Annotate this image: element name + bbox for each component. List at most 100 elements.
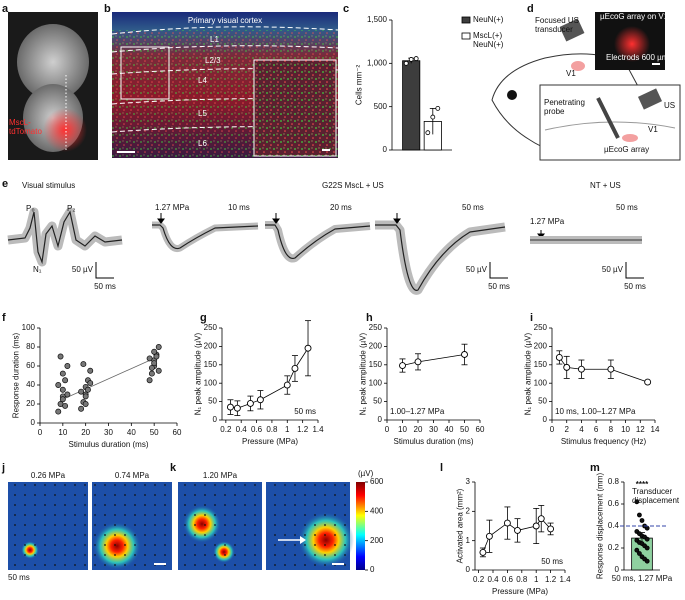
peak-label: N₁: [33, 265, 42, 274]
scale-label: 50 ms: [624, 282, 646, 291]
scatter-point: [64, 391, 71, 398]
x-tick-label: 0.4: [236, 425, 248, 434]
y-tick-label: 100: [204, 378, 218, 387]
data-point: [408, 57, 414, 62]
y-tick-label: 50: [208, 397, 217, 406]
data-point: [532, 522, 540, 530]
y-axis-label: N₁ peak amplitude (µV): [359, 332, 368, 415]
data-point: [514, 526, 521, 534]
duration-label: 10 ms: [228, 203, 250, 212]
panel-letter: f: [2, 312, 6, 324]
ecog-glow: [614, 26, 650, 62]
trace-title: G22S MscL + US: [322, 181, 384, 190]
y-tick-label: 100: [369, 378, 383, 387]
trace-mean: [7, 210, 123, 265]
y-tick-label: 60: [26, 361, 35, 370]
y-axis-label: N₁ peak amplitude (µV): [194, 332, 203, 415]
scatter-point: [146, 355, 153, 362]
annotation: 50 ms: [541, 557, 563, 566]
scatter-point: [78, 405, 85, 412]
scatter-point: [84, 386, 91, 393]
x-tick-label: 10: [58, 428, 67, 437]
y-tick-label: 200: [204, 342, 218, 351]
scatter-point: [55, 382, 62, 388]
data-point: [637, 512, 642, 518]
annotation: 10 ms, 1.00–1.27 MPa: [555, 407, 636, 416]
y-tick-label: 50: [538, 397, 547, 406]
data-point: [555, 353, 563, 361]
panel-letter: h: [366, 312, 373, 324]
x-tick-label: 20: [414, 425, 423, 434]
peak-label: P₂: [67, 204, 75, 213]
scatter-point: [155, 367, 162, 374]
x-tick-label: 14: [651, 425, 660, 434]
trend-line: [62, 358, 155, 400]
heatmap-label: 1.20 MPa: [203, 471, 238, 480]
y-tick-label: 0.2: [608, 543, 620, 552]
scale-label: 50 µV: [72, 265, 94, 274]
scale-label: 50 µV: [602, 265, 624, 274]
inset-note: Electrods 600 µm: [606, 53, 669, 62]
colorbar-tick-label: 400: [370, 506, 384, 515]
y-tick-label: 0: [543, 415, 548, 424]
data-point: [637, 551, 642, 556]
connect-line: [559, 357, 648, 383]
y-tick-label: 100: [534, 378, 548, 387]
x-tick-label: 0.8: [516, 575, 528, 584]
data-point: [503, 519, 511, 527]
data-point: [644, 558, 650, 564]
x-tick-label: 6: [594, 425, 599, 434]
scale-label: 50 ms: [488, 282, 510, 291]
panel-letter: e: [2, 178, 8, 190]
y-tick-label: 250: [534, 323, 548, 332]
duration-label: 50 ms: [462, 203, 484, 212]
x-tick-label: 40: [127, 428, 136, 437]
trace-title: Visual stimulus: [22, 181, 75, 190]
x-tick-label: 0.2: [220, 425, 232, 434]
y-tick-label: 150: [204, 360, 218, 369]
y-axis-label: Response duration (ms): [12, 332, 21, 418]
data-point: [233, 404, 241, 412]
data-point: [425, 130, 431, 136]
x-tick-label: 60: [476, 425, 485, 434]
mouse-eye: [507, 90, 517, 100]
y-tick-label: 0: [466, 565, 471, 574]
data-point: [537, 515, 545, 523]
data-point: [577, 365, 585, 373]
scatter-point: [151, 348, 158, 355]
scatter-point: [64, 363, 71, 369]
scatter-point: [78, 388, 85, 395]
y-axis-label: Cells mm⁻²: [355, 65, 364, 106]
pressure-label: 1.27 MPa: [530, 217, 565, 226]
panel-letter: d: [527, 3, 534, 15]
x-tick-label: 1.4: [559, 575, 571, 584]
x-axis-label: Stimulus duration (ms): [393, 437, 473, 446]
y-tick-label: 0.4: [608, 521, 620, 530]
x-tick-label: 0.6: [251, 425, 263, 434]
data-point: [634, 499, 640, 505]
trace-title: NT + US: [590, 181, 621, 190]
x-tick-label: 10: [621, 425, 630, 434]
scatter-point: [55, 408, 62, 415]
y-axis-label: Activated area (mm²): [456, 488, 465, 563]
data-point: [607, 365, 615, 373]
inset-title: µEcoG array on V1: [600, 12, 669, 21]
y-tick-label: 50: [373, 397, 382, 406]
panel-letter: l: [440, 462, 443, 474]
panel-letter: k: [170, 462, 177, 474]
data-point: [413, 56, 419, 61]
diagram-label: Focused US transducer: [535, 16, 580, 34]
scatter-point: [59, 396, 66, 403]
y-tick-label: 100: [22, 323, 36, 332]
y-tick-label: 80: [26, 342, 35, 351]
y-tick-label: 0.8: [608, 477, 620, 486]
layer-label: L2/3: [205, 56, 221, 65]
y-tick-label: 150: [369, 360, 383, 369]
inset-array: [622, 134, 638, 142]
data-point: [461, 351, 468, 358]
scatter-point: [148, 364, 155, 371]
scatter-point: [82, 393, 89, 400]
y-tick-label: 0: [213, 415, 218, 424]
